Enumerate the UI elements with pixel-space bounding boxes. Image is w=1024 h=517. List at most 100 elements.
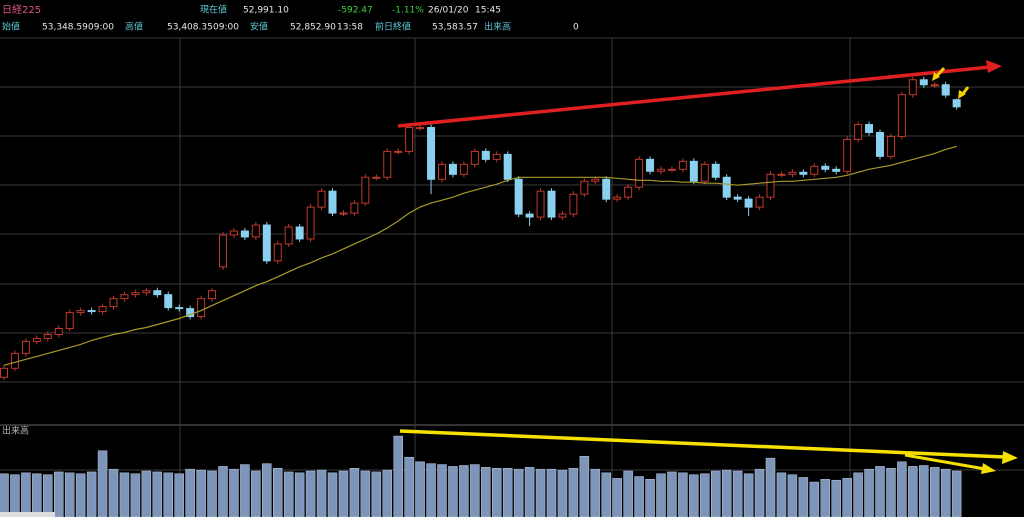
header-field: 26/01/20 xyxy=(428,6,469,16)
header-field: 現在値 xyxy=(200,4,227,16)
candle-body xyxy=(635,158,644,188)
volume-bar xyxy=(623,470,633,517)
candle-body xyxy=(821,165,830,170)
trend-arrow xyxy=(397,65,991,128)
volume-bar xyxy=(382,469,392,517)
candle-body xyxy=(843,138,852,172)
candle-body xyxy=(438,163,446,180)
candle-body xyxy=(667,168,676,171)
volume-bar xyxy=(908,466,918,517)
candle-body xyxy=(10,352,19,369)
candle-body xyxy=(405,127,414,152)
volume-bar xyxy=(349,467,360,517)
volume-bar xyxy=(262,463,272,517)
volume-bar xyxy=(316,469,327,517)
candle-body xyxy=(98,306,107,313)
volume-bar xyxy=(568,467,579,517)
candle-body xyxy=(153,290,162,296)
header-field: 15:45 xyxy=(475,6,501,16)
candle-body xyxy=(678,160,687,170)
volume-bar xyxy=(393,435,403,517)
volume-bar xyxy=(360,470,371,517)
candle-body xyxy=(361,176,370,204)
candle-body xyxy=(503,153,512,180)
candle-body xyxy=(142,290,151,294)
volume-bar xyxy=(152,471,163,517)
volume-bar xyxy=(10,474,20,517)
arrow-head xyxy=(932,72,940,81)
candle-body xyxy=(65,312,74,329)
volume-bar xyxy=(108,468,119,517)
grid xyxy=(0,37,1024,517)
candle-body xyxy=(240,230,249,238)
volume-bar xyxy=(229,468,239,517)
candle-body xyxy=(569,193,578,215)
volume-bar xyxy=(886,467,896,517)
candle-body xyxy=(700,163,709,182)
volume-bar xyxy=(919,465,929,517)
volume-bar xyxy=(864,468,874,517)
volume-bar xyxy=(448,466,458,517)
candle-body xyxy=(208,290,217,300)
candle-body xyxy=(372,176,381,179)
header-field: 0 xyxy=(573,23,579,33)
volume-bar xyxy=(251,470,261,517)
annotations xyxy=(0,60,1018,517)
header-field: 52,852.90 xyxy=(290,23,336,33)
candle-body xyxy=(580,180,589,195)
volume-bar xyxy=(174,473,184,517)
candle-body xyxy=(219,234,227,268)
candle-body xyxy=(766,173,775,198)
volume-bar xyxy=(590,468,601,517)
volume-bar xyxy=(940,468,951,517)
volume-bar xyxy=(437,464,447,517)
arrow-head xyxy=(1002,451,1018,464)
volume-bar xyxy=(305,470,316,517)
volume-bar xyxy=(557,469,568,517)
volume-bar xyxy=(798,477,809,517)
candle-body xyxy=(492,153,501,160)
candle-body xyxy=(941,84,950,96)
volume-bar xyxy=(765,457,776,517)
scroll-tab xyxy=(0,512,55,517)
volume-bar xyxy=(163,472,173,517)
volume-bar xyxy=(327,472,338,517)
candle-body xyxy=(788,171,797,175)
volume-bar xyxy=(32,473,42,517)
header-field: 53,408.35 xyxy=(167,23,213,33)
candle-body xyxy=(919,79,928,86)
candle-body xyxy=(109,298,118,308)
volume-bar xyxy=(426,463,436,517)
header-field: 高値 xyxy=(125,21,143,33)
candle-body xyxy=(591,178,600,182)
candle-body xyxy=(470,150,479,165)
candle-body xyxy=(755,196,764,208)
candle-body xyxy=(799,171,808,175)
candle-body xyxy=(876,132,884,157)
arrow-head xyxy=(958,90,966,99)
volume-bar xyxy=(459,465,469,517)
header-field: 52,991.10 xyxy=(243,6,289,16)
candle-body xyxy=(262,224,271,262)
candle-body xyxy=(317,190,326,208)
volume-bar xyxy=(54,471,64,517)
candle-body xyxy=(76,310,85,314)
volume-bar xyxy=(0,473,9,517)
volume-bar xyxy=(273,467,283,517)
candle-body xyxy=(952,99,961,108)
candle-body xyxy=(646,158,655,172)
volume-bar xyxy=(218,466,228,517)
volume-bar xyxy=(338,470,349,517)
volume-bar xyxy=(678,472,688,517)
header-field: 安値 xyxy=(250,21,268,33)
candle-body xyxy=(459,163,468,175)
candle-body xyxy=(908,79,917,96)
volume-bar xyxy=(524,467,535,517)
candle-body xyxy=(251,224,260,238)
header-field: 出来高 xyxy=(484,21,511,33)
volume-bar xyxy=(689,474,699,517)
candle-body xyxy=(120,294,129,300)
volume-bar xyxy=(240,464,250,517)
volume-bar xyxy=(119,472,130,517)
candle-body xyxy=(558,213,567,218)
